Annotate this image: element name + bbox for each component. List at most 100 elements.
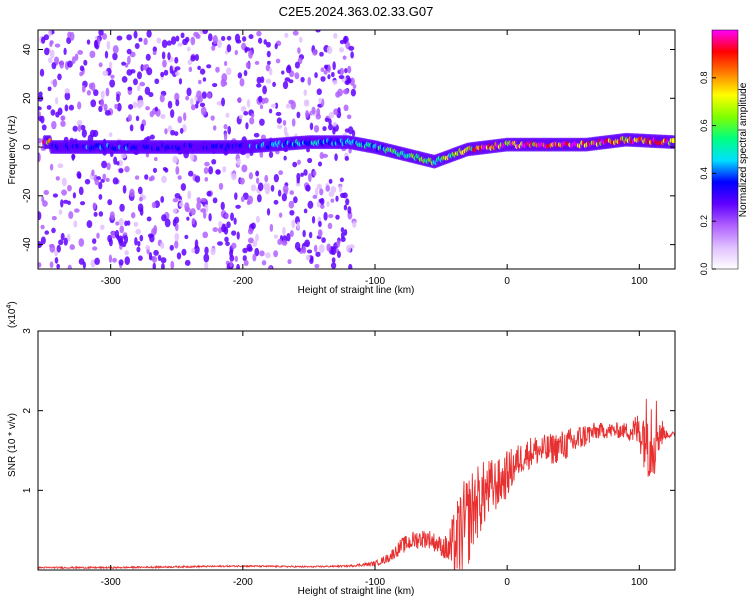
heatmap-cell (104, 110, 111, 116)
heatmap-cell (149, 234, 155, 243)
heatmap-cell (297, 247, 301, 252)
heatmap-cell (286, 233, 291, 242)
heatmap-cell (177, 115, 183, 124)
heatmap-cell (312, 170, 317, 177)
heatmap-cell (257, 37, 263, 44)
heatmap-cell (73, 220, 78, 228)
heatmap-cell (193, 31, 200, 37)
snr-xtick-label: -100 (365, 577, 385, 588)
heatmap-cell (98, 181, 103, 190)
heatmap-cell (68, 211, 74, 220)
heatmap-cell (180, 183, 187, 191)
heatmap-ytick-label: -40 (22, 237, 33, 252)
heatmap-cell (330, 246, 337, 256)
heatmap-cell (268, 67, 273, 76)
heatmap-cell (184, 259, 191, 266)
heatmap-xlabel: Height of straight line (km) (298, 285, 415, 296)
heatmap-cell (206, 92, 212, 99)
heatmap-cell (134, 175, 140, 180)
heatmap-cell (112, 177, 119, 185)
heatmap-cell (126, 34, 132, 41)
heatmap-cell (104, 50, 109, 59)
heatmap-cell (322, 153, 329, 158)
heatmap-cell (293, 196, 298, 204)
heatmap-cell (170, 109, 175, 118)
heatmap-cell (170, 36, 177, 45)
heatmap-cell (167, 100, 173, 109)
heatmap-cell (187, 170, 194, 177)
heatmap-cell (64, 88, 70, 94)
heatmap-cell (307, 200, 314, 209)
heatmap-ytick-label: 40 (22, 44, 33, 56)
heatmap-cell (255, 233, 259, 242)
heatmap-cell (58, 209, 63, 215)
heatmap-cell (138, 37, 143, 42)
heatmap-cell (264, 174, 269, 183)
heatmap-cell (315, 30, 321, 33)
heatmap-cell (50, 109, 56, 116)
heatmap-cell (175, 35, 180, 42)
heatmap-xtick-label: -300 (101, 276, 121, 287)
heatmap-cell (248, 49, 253, 59)
heatmap-cell (314, 263, 320, 269)
heatmap-cell (199, 102, 206, 108)
heatmap-cell (265, 78, 272, 84)
heatmap-cell (254, 247, 260, 257)
heatmap-cell (57, 73, 62, 81)
heatmap-frame (37, 29, 676, 270)
heatmap-cell (154, 156, 158, 162)
heatmap-cell (90, 99, 97, 108)
heatmap-cell (319, 151, 324, 160)
heatmap-cell (122, 185, 127, 194)
heatmap-marks (38, 30, 675, 269)
heatmap-xtick-label: 0 (504, 276, 510, 287)
heatmap-cell (190, 152, 195, 161)
heatmap-cell (64, 104, 69, 112)
heatmap-cell (336, 239, 341, 248)
heatmap-cell (191, 247, 196, 253)
heatmap-cell (115, 221, 120, 226)
heatmap-cell (55, 176, 60, 181)
heatmap-cell (199, 68, 206, 75)
heatmap-cell (292, 161, 298, 168)
heatmap-cell (231, 242, 237, 249)
snr-exponent: (x104) (6, 301, 18, 328)
heatmap-cell (225, 241, 230, 247)
heatmap-cell (320, 76, 326, 82)
heatmap-cell (38, 111, 41, 117)
heatmap-cell (152, 51, 157, 56)
heatmap-cell (237, 72, 243, 79)
heatmap-cell (161, 39, 168, 49)
heatmap-cell (304, 239, 311, 248)
heatmap-cell (343, 204, 348, 211)
heatmap-cell (234, 255, 239, 263)
heatmap-cell (350, 88, 356, 97)
heatmap-cell (137, 186, 143, 195)
heatmap-cell (44, 230, 50, 235)
heatmap-cell (289, 190, 295, 195)
heatmap-cell (54, 97, 59, 105)
heatmap-cell (249, 117, 255, 125)
heatmap-cell (118, 168, 124, 174)
heatmap-cell (118, 259, 124, 266)
heatmap-cell (185, 95, 190, 101)
heatmap-cell (236, 263, 241, 269)
heatmap-cell (250, 222, 256, 230)
heatmap-cell (91, 169, 95, 177)
heatmap-cell (263, 183, 269, 191)
heatmap-cell (220, 201, 225, 211)
heatmap-cell (140, 123, 145, 132)
heatmap-cell (66, 233, 71, 242)
heatmap-cell (217, 241, 223, 246)
heatmap-ylabel: Frequency (Hz) (7, 116, 18, 185)
heatmap-cell (267, 60, 271, 65)
heatmap-cell (178, 78, 183, 85)
heatmap-cell (78, 186, 84, 196)
heatmap-cell (181, 248, 187, 256)
heatmap-cell (174, 240, 179, 249)
heatmap-cell (93, 89, 99, 97)
heatmap-cell (316, 201, 321, 208)
heatmap-cell (60, 199, 64, 208)
heatmap-cell (137, 203, 144, 213)
heatmap-cell (298, 36, 303, 43)
